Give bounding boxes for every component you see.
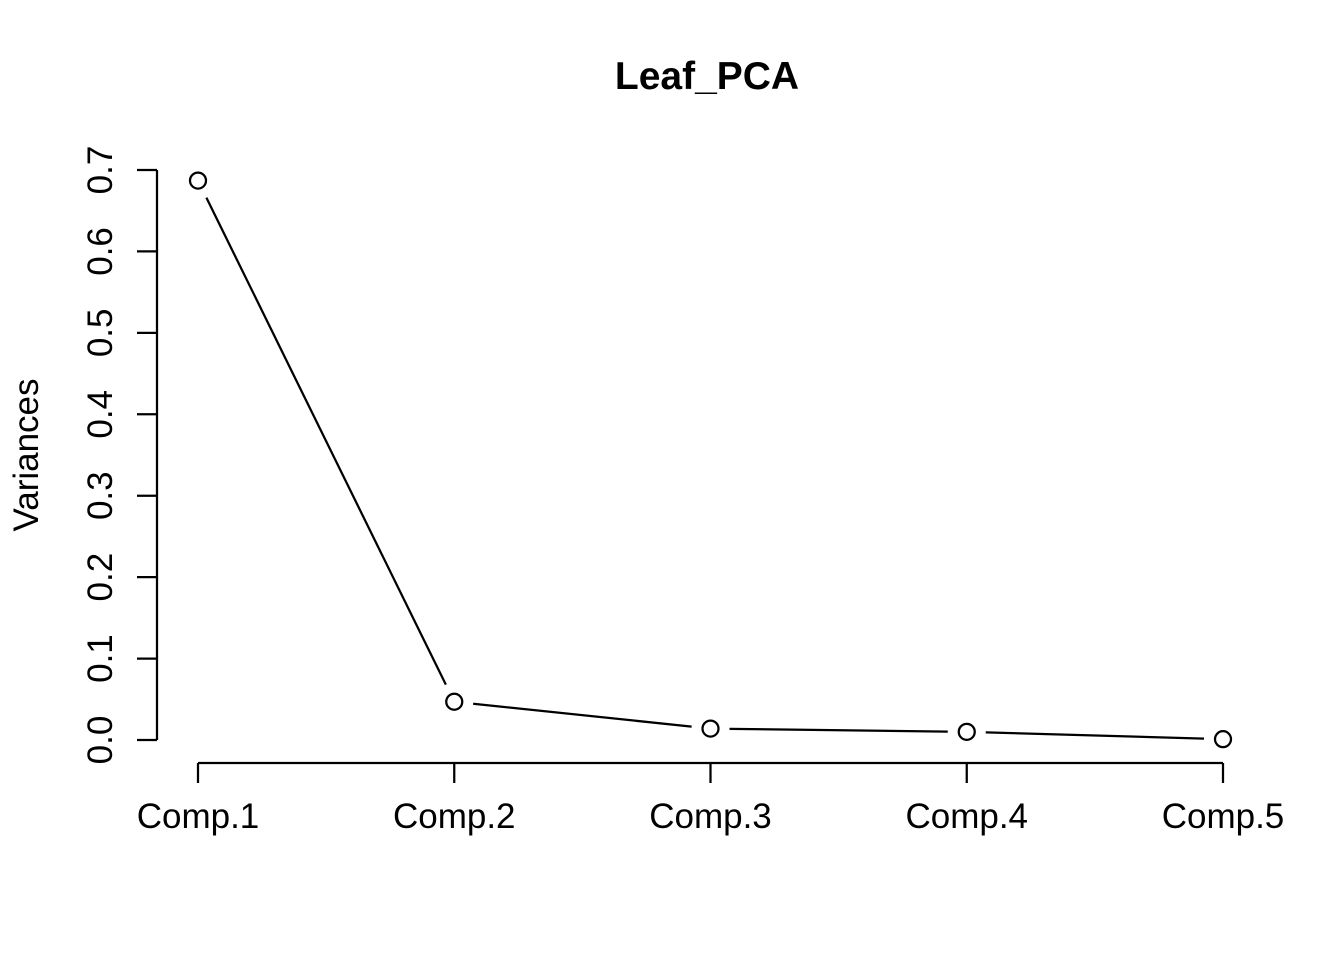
y-axis-title: Variances <box>7 378 46 531</box>
series-segment <box>205 197 447 686</box>
data-point-marker <box>957 722 976 741</box>
x-tick-label: Comp.5 <box>1162 797 1285 836</box>
y-tick-label: 0.7 <box>81 146 120 195</box>
data-series <box>188 171 1233 749</box>
series-segment <box>985 731 1205 740</box>
x-tick-label: Comp.2 <box>393 797 516 836</box>
x-tick-label: Comp.4 <box>905 797 1028 836</box>
series-segment <box>729 727 948 733</box>
series-segment <box>473 702 692 728</box>
y-axis: 0.0 0.1 0.2 0.3 0.4 0.5 0.6 0.7 <box>81 146 159 765</box>
data-point-marker <box>445 692 464 711</box>
y-tick-label: 0.1 <box>81 634 120 683</box>
y-tick-label: 0.0 <box>81 716 120 765</box>
y-tick-label: 0.6 <box>81 227 120 276</box>
x-tick-label: Comp.3 <box>649 797 772 836</box>
data-point-marker <box>188 171 208 190</box>
plot-title: Leaf_PCA <box>615 55 799 98</box>
data-point-marker <box>701 719 720 738</box>
x-axis: Comp.1 Comp.2 Comp.3 Comp.4 Comp.5 <box>137 761 1285 836</box>
y-tick-label: 0.3 <box>81 471 120 520</box>
y-tick-label: 0.5 <box>81 309 120 358</box>
y-tick-label: 0.2 <box>81 553 120 602</box>
data-point-marker <box>1213 730 1233 749</box>
y-tick-label: 0.4 <box>81 390 120 439</box>
x-tick-label: Comp.1 <box>137 797 260 836</box>
